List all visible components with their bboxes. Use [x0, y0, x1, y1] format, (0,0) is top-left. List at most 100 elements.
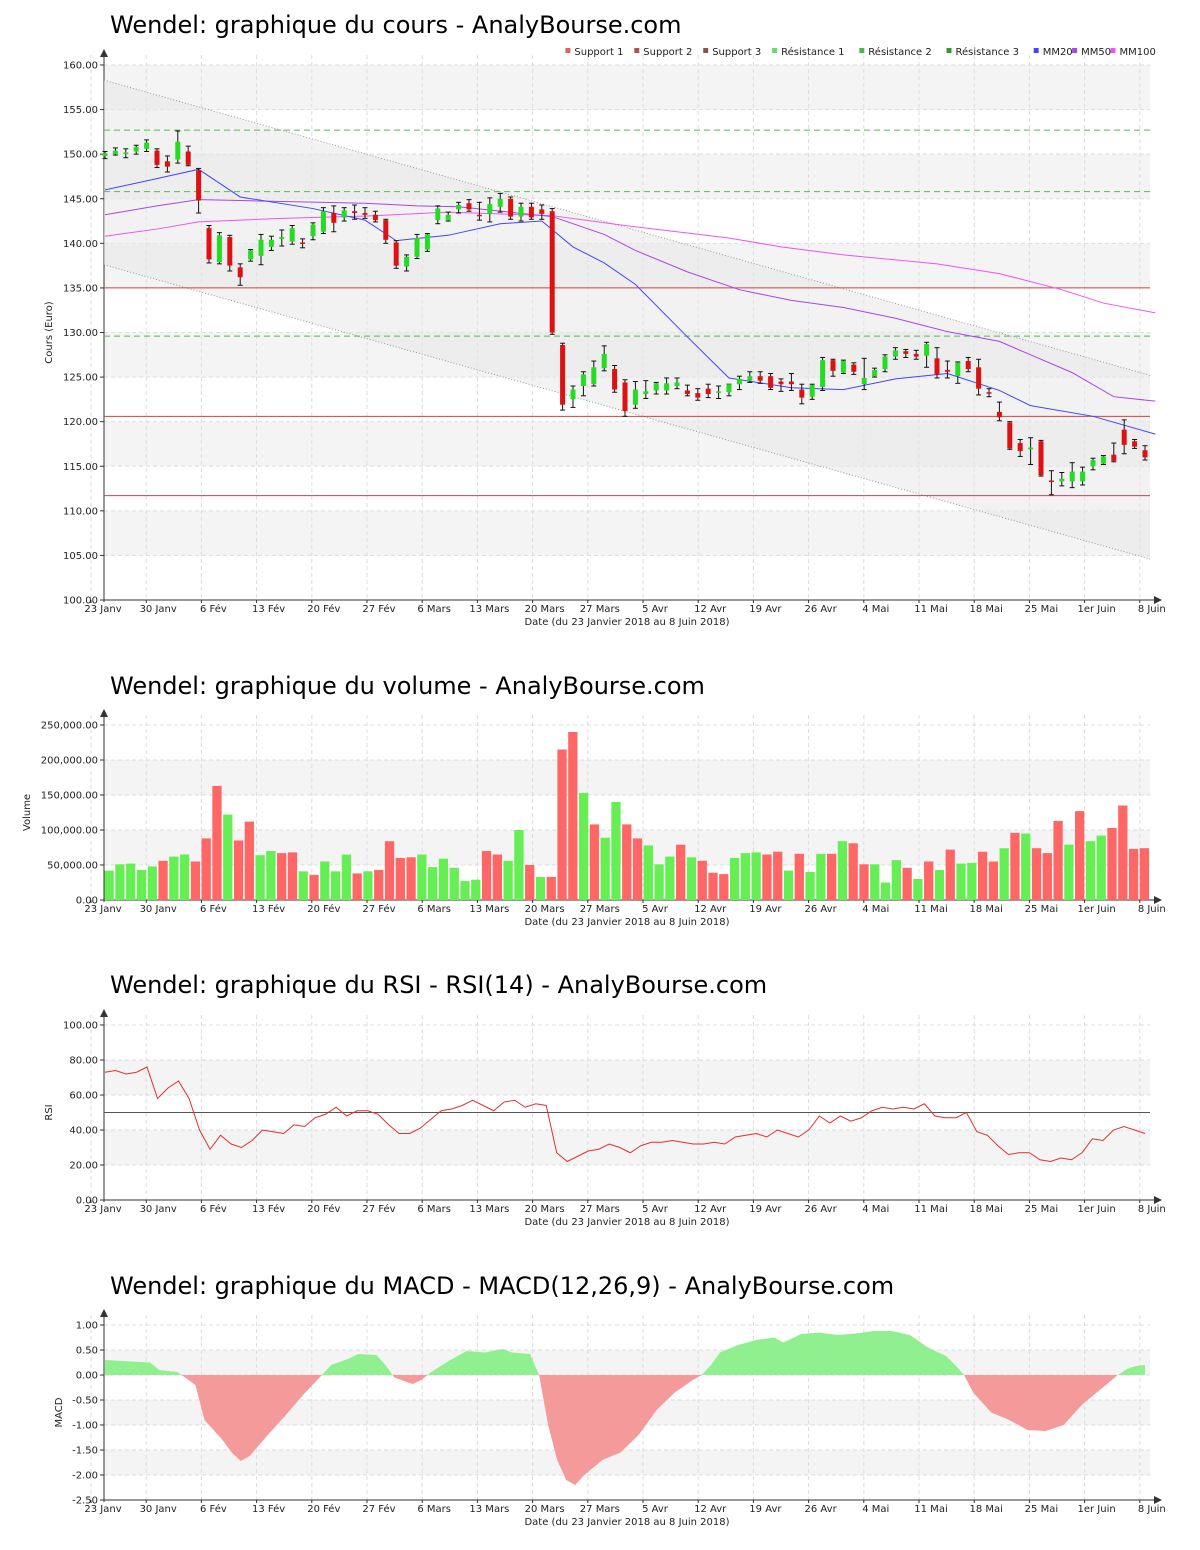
volume-bar: [190, 861, 201, 900]
volume-bar: [794, 853, 804, 900]
volume-bar: [546, 876, 556, 900]
candle-body: [778, 381, 784, 385]
x-tick-label: 27 Fév: [362, 603, 395, 615]
candle-body: [965, 361, 971, 370]
volume-bar: [999, 848, 1009, 900]
candle: [580, 371, 586, 397]
volume-bar: [147, 866, 157, 900]
candle-body: [986, 392, 992, 394]
volume-bar: [503, 860, 513, 900]
candle: [1017, 439, 1023, 457]
x-tick-label: 20 Fév: [307, 903, 340, 915]
macd-area-positive: [1117, 1365, 1145, 1375]
candle: [476, 201, 482, 221]
candle: [892, 347, 898, 360]
y-tick-label: -2.00: [72, 1471, 98, 1482]
volume-bar: [417, 854, 427, 900]
candle-body: [757, 376, 763, 381]
volume-bar: [287, 852, 298, 900]
x-tick-label: 6 Fév: [200, 603, 227, 615]
candle-body: [528, 206, 534, 218]
candle-body: [1028, 447, 1034, 450]
volume-bar: [805, 872, 815, 900]
y-axis-arrow: [100, 709, 108, 717]
candle: [601, 345, 607, 372]
volume-bar: [1031, 848, 1042, 900]
y-tick-label: 160.00: [63, 61, 98, 72]
candle-body: [185, 151, 191, 165]
candle-body: [456, 204, 462, 210]
candle: [1142, 445, 1148, 461]
y-tick-label: 135.00: [63, 283, 98, 294]
candle-body: [924, 344, 930, 356]
volume-bar: [740, 853, 751, 900]
candle-body: [591, 367, 597, 385]
candle-body: [1111, 454, 1117, 461]
volume-bar: [1107, 827, 1117, 900]
candle-body: [882, 356, 888, 370]
candle: [539, 204, 545, 220]
candle: [986, 388, 992, 398]
candle-body: [518, 206, 524, 217]
volume-bar: [729, 858, 740, 900]
y-tick-label: 40.00: [69, 1126, 98, 1137]
candle-body: [851, 364, 857, 372]
candle: [830, 358, 836, 377]
candle-body: [1048, 480, 1054, 483]
candle: [820, 356, 826, 391]
candle-body: [487, 204, 493, 214]
volume-bar: [988, 861, 999, 900]
y-tick-label: 155.00: [63, 105, 98, 116]
volume-bar: [126, 863, 136, 900]
y-axis-label: Cours (Euro): [44, 301, 55, 364]
band: [104, 760, 1150, 795]
x-tick-label: 5 Avr: [642, 604, 669, 615]
x-tick-label: 27 Mars: [580, 604, 620, 615]
candle-body: [653, 383, 659, 391]
candle: [487, 197, 493, 223]
volume-bar: [179, 854, 190, 900]
x-tick-label: 8 Juin: [1138, 904, 1166, 915]
volume-bar: [514, 830, 524, 900]
legend-label: Support 2: [643, 47, 692, 58]
volume-bar: [525, 865, 535, 900]
x-tick-label: 5 Avr: [642, 1204, 669, 1215]
x-tick-label: 13 Fév: [252, 1203, 285, 1215]
candle-body: [341, 210, 347, 218]
volume-bar: [643, 845, 653, 900]
candle-body: [934, 358, 940, 375]
x-tick-label: 26 Avr: [805, 1204, 838, 1215]
candle: [1038, 439, 1044, 477]
x-tick-label: 23 Janv: [84, 1504, 121, 1515]
candle-body: [414, 237, 420, 257]
volume-bar: [773, 851, 783, 900]
candle-body: [383, 220, 389, 240]
x-tick-label: 5 Avr: [642, 1504, 669, 1515]
candle-body: [144, 142, 150, 149]
candle-body: [955, 362, 961, 377]
candle-body: [664, 383, 670, 391]
candle-body: [196, 170, 202, 201]
y-tick-label: 150,000.00: [41, 791, 98, 802]
macd-area-negative: [392, 1375, 428, 1384]
x-tick-label: 4 Mai: [862, 1504, 889, 1515]
volume-bar: [438, 858, 449, 900]
candle: [674, 377, 680, 390]
candle: [1059, 471, 1065, 487]
candle-body: [404, 256, 410, 267]
volume-bar: [320, 861, 330, 900]
candle: [393, 240, 399, 269]
legend-label: MM20: [1043, 47, 1073, 58]
candle-body: [1100, 456, 1106, 464]
volume-bar: [136, 869, 147, 900]
candle: [851, 362, 857, 375]
x-tick-label: 13 Mars: [469, 1204, 509, 1215]
candle: [1090, 457, 1096, 471]
volume-bar: [115, 864, 125, 900]
candle-body: [799, 389, 805, 398]
volume-bar: [956, 863, 966, 900]
volume-bar: [665, 856, 675, 900]
candle: [1100, 455, 1106, 465]
x-tick-label: 13 Mars: [469, 604, 509, 615]
volume-bar: [223, 814, 233, 900]
